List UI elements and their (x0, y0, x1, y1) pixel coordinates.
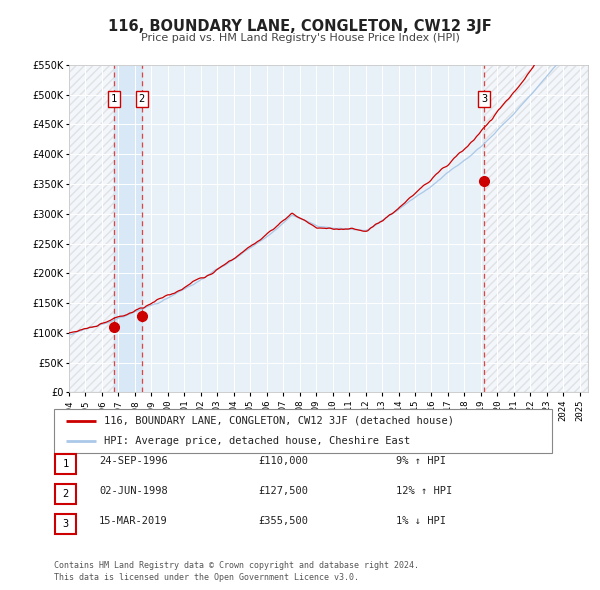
Text: 3: 3 (62, 519, 68, 529)
Text: 116, BOUNDARY LANE, CONGLETON, CW12 3JF: 116, BOUNDARY LANE, CONGLETON, CW12 3JF (108, 19, 492, 34)
Text: 12% ↑ HPI: 12% ↑ HPI (396, 486, 452, 496)
Text: 24-SEP-1996: 24-SEP-1996 (99, 457, 168, 467)
Bar (114, 65, 142, 392)
Text: 2: 2 (62, 489, 68, 499)
Text: Price paid vs. HM Land Registry's House Price Index (HPI): Price paid vs. HM Land Registry's House … (140, 33, 460, 43)
FancyBboxPatch shape (55, 454, 76, 474)
Text: 1: 1 (62, 459, 68, 469)
Text: Contains HM Land Registry data © Crown copyright and database right 2024.
This d: Contains HM Land Registry data © Crown c… (54, 561, 419, 582)
Text: 116, BOUNDARY LANE, CONGLETON, CW12 3JF (detached house): 116, BOUNDARY LANE, CONGLETON, CW12 3JF … (104, 416, 454, 425)
Text: 15-MAR-2019: 15-MAR-2019 (99, 516, 168, 526)
Text: £127,500: £127,500 (258, 486, 308, 496)
Text: £355,500: £355,500 (258, 516, 308, 526)
Text: 1: 1 (111, 94, 117, 104)
FancyBboxPatch shape (54, 409, 552, 453)
FancyBboxPatch shape (55, 484, 76, 504)
Text: £110,000: £110,000 (258, 457, 308, 467)
FancyBboxPatch shape (55, 514, 76, 534)
Text: 02-JUN-1998: 02-JUN-1998 (99, 486, 168, 496)
Text: 1% ↓ HPI: 1% ↓ HPI (396, 516, 446, 526)
Text: HPI: Average price, detached house, Cheshire East: HPI: Average price, detached house, Ches… (104, 436, 410, 445)
Text: 3: 3 (481, 94, 487, 104)
Text: 9% ↑ HPI: 9% ↑ HPI (396, 457, 446, 467)
Text: 2: 2 (139, 94, 145, 104)
